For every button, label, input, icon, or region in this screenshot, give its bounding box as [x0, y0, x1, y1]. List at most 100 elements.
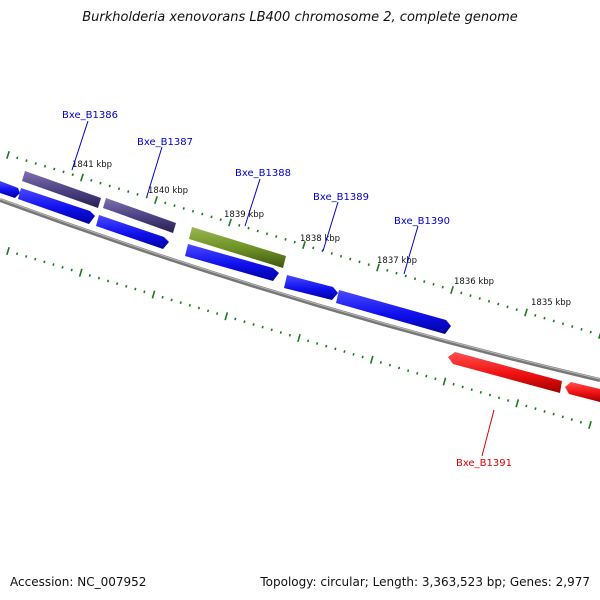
minor-tick [416, 371, 419, 375]
gene-bxe-b1386[interactable] [22, 171, 101, 208]
minor-tick [134, 287, 137, 291]
outer-tick-ring [6, 150, 600, 340]
gene-label-bxe-b1389[interactable]: Bxe_B1389 [313, 192, 369, 203]
minor-tick [279, 331, 282, 334]
chromosome-backbone [0, 198, 600, 382]
label-leaders [71, 120, 495, 457]
minor-tick [570, 418, 573, 421]
tick-label: 1835 kbp [531, 298, 571, 308]
gene-label-bxe-b1391[interactable]: Bxe_B1391 [456, 458, 512, 469]
minor-tick [571, 325, 574, 328]
major-tick [6, 150, 10, 160]
minor-tick [543, 410, 546, 413]
major-tick [302, 240, 306, 250]
minor-tick [525, 404, 528, 408]
gene-label-bxe-b1390[interactable]: Bxe_B1390 [394, 216, 450, 227]
minor-tick [349, 257, 352, 261]
minor-tick [234, 317, 237, 321]
genome-summary-text: Topology: circular; Length: 3,363,523 bp… [260, 575, 590, 589]
gene-label-bxe-b1386[interactable]: Bxe_B1386 [62, 110, 118, 121]
minor-tick [404, 274, 407, 278]
gene-bxe-b1391[interactable] [448, 352, 562, 393]
minor-tick [579, 420, 582, 424]
minor-tick [339, 254, 343, 258]
minor-tick [265, 232, 269, 236]
minor-tick [452, 382, 455, 386]
minor-tick [143, 290, 146, 294]
gene-bxe-b1388[interactable] [189, 227, 286, 268]
minor-tick [469, 294, 472, 298]
minor-tick [99, 181, 102, 185]
tick-label: 1839 kbp [224, 210, 264, 220]
minor-tick [197, 306, 201, 310]
cds-forward-2[interactable] [18, 188, 95, 224]
cds-forward-1[interactable] [0, 181, 20, 198]
minor-tick [52, 263, 55, 266]
minor-tick [321, 249, 324, 253]
minor-tick [307, 339, 310, 343]
cds-forward-5[interactable] [284, 275, 338, 300]
major-tick [224, 312, 229, 321]
minor-tick [395, 271, 398, 275]
major-tick [369, 355, 374, 364]
accession-text: Accession: NC_007952 [10, 575, 147, 589]
minor-tick [425, 374, 428, 378]
minor-tick [397, 366, 401, 370]
cds-reverse-2[interactable] [565, 382, 600, 402]
minor-tick [334, 347, 337, 351]
minor-tick [316, 342, 319, 345]
minor-tick [71, 173, 74, 177]
minor-tick [379, 361, 382, 364]
cds-forward-3[interactable] [96, 215, 169, 249]
minor-tick [43, 164, 47, 168]
cds-forward-6[interactable] [336, 290, 451, 334]
minor-tick [534, 313, 537, 317]
minor-tick [515, 308, 518, 312]
major-tick [228, 218, 232, 227]
minor-tick [125, 284, 128, 288]
minor-tick [16, 252, 19, 256]
minor-tick [367, 263, 370, 267]
major-tick [450, 285, 454, 295]
minor-tick [552, 319, 555, 323]
minor-tick [216, 312, 219, 315]
minor-tick [434, 377, 437, 381]
gene-bxe-b1387[interactable] [103, 198, 176, 233]
minor-tick [478, 297, 481, 300]
minor-tick [62, 170, 65, 174]
minor-tick [34, 257, 37, 261]
minor-tick [243, 320, 246, 324]
minor-tick [210, 215, 213, 219]
inner-tick-ring [6, 246, 592, 430]
minor-tick [506, 305, 509, 309]
minor-tick [53, 167, 56, 171]
gene-label-bxe-b1387[interactable]: Bxe_B1387 [137, 137, 193, 148]
tick-label: 1841 kbp [72, 160, 112, 170]
minor-tick [312, 246, 315, 250]
minor-tick [561, 322, 565, 326]
minor-tick [16, 156, 19, 160]
minor-tick [441, 285, 444, 289]
minor-tick [191, 209, 195, 213]
tick-label: 1840 kbp [148, 186, 188, 196]
minor-tick [219, 218, 222, 222]
minor-tick [580, 327, 583, 331]
minor-tick [43, 260, 46, 264]
minor-tick [479, 390, 482, 394]
cds-forward-4[interactable] [185, 244, 279, 281]
minor-tick [543, 316, 546, 320]
minor-tick [288, 333, 291, 337]
minor-tick [136, 192, 139, 196]
minor-tick [61, 265, 64, 269]
minor-tick [284, 237, 287, 241]
minor-tick [293, 240, 296, 244]
minor-tick [247, 226, 250, 230]
minor-tick [188, 303, 191, 307]
minor-tick [361, 355, 364, 359]
gene-label-bxe-b1388[interactable]: Bxe_B1388 [235, 168, 291, 179]
major-tick [6, 246, 10, 256]
tick-labels: 1841 kbp 1840 kbp 1839 kbp 1838 kbp 1837… [72, 160, 571, 308]
major-tick [442, 377, 447, 386]
minor-tick [170, 298, 173, 302]
